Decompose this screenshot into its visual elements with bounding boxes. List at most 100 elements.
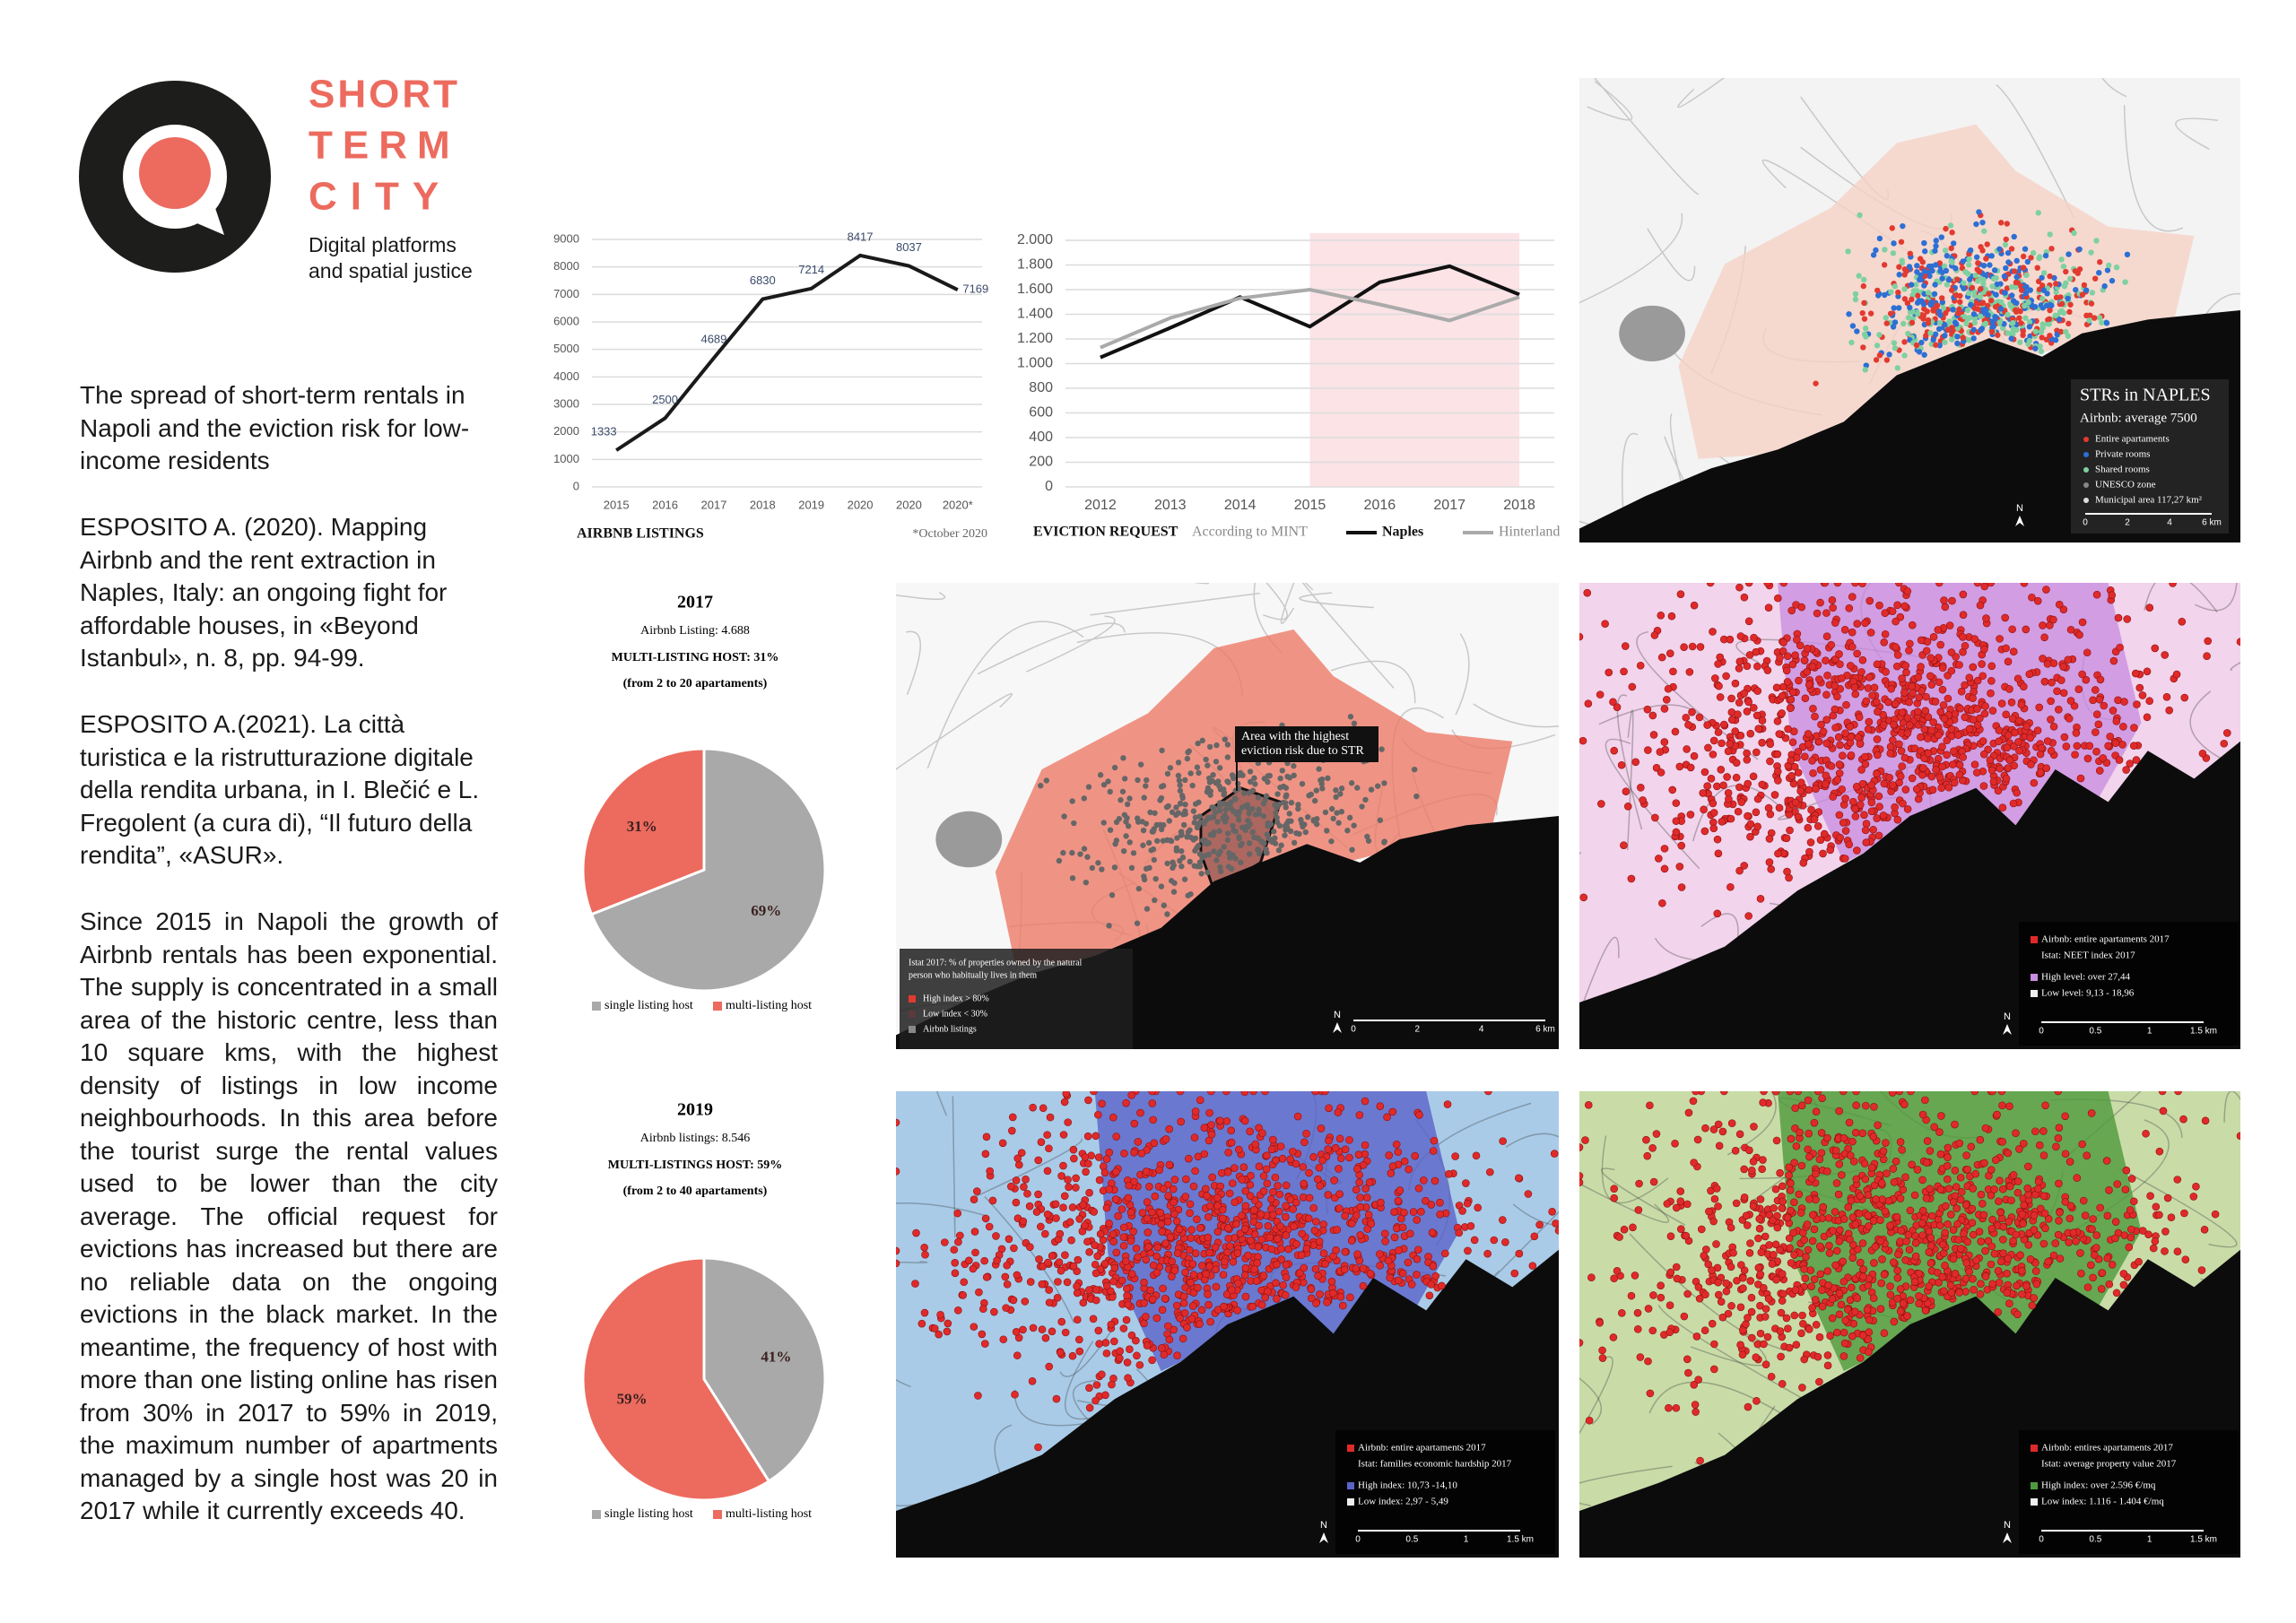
listing-dot xyxy=(1147,809,1153,816)
listing-dot xyxy=(1812,1107,1821,1115)
listing-dot xyxy=(2083,1283,2092,1291)
listing-dot xyxy=(1836,1226,1844,1235)
listing-dot xyxy=(1168,1257,1176,1266)
listing-dot xyxy=(1981,702,1989,710)
listing-dot xyxy=(2003,265,2009,272)
listing-dot xyxy=(1932,766,1940,774)
listing-dot xyxy=(2039,1151,2048,1159)
listing-dot xyxy=(1187,1279,1195,1287)
listing-dot xyxy=(1962,1151,1970,1159)
listing-dot xyxy=(2092,710,2101,719)
listing-dot xyxy=(1213,742,1220,749)
listing-dot xyxy=(1719,720,1728,729)
listing-dot xyxy=(1205,1248,1213,1257)
data-label: 6830 xyxy=(750,273,776,287)
north-arrow xyxy=(1333,1022,1342,1033)
listing-dot xyxy=(1976,268,1983,275)
listing-dot xyxy=(2012,307,2019,314)
listing-dot xyxy=(2145,603,2154,612)
listing-dot xyxy=(1803,1220,1812,1228)
listing-dot xyxy=(1942,339,1948,345)
listing-dot xyxy=(2031,303,2039,310)
listing-dot xyxy=(1765,1241,1773,1249)
listing-dot xyxy=(1926,672,1935,681)
listing-dot xyxy=(1732,759,1741,767)
listing-dot xyxy=(1325,1136,1333,1145)
listing-dot xyxy=(1726,635,1735,644)
listing-dot xyxy=(1869,1294,1878,1303)
listing-dot xyxy=(1903,714,1912,722)
listing-dot xyxy=(1760,1340,1768,1349)
listing-dot xyxy=(1993,274,1999,282)
map-text: Area with the highest xyxy=(1241,730,1349,743)
listing-dot xyxy=(1029,1324,1038,1332)
listing-dot xyxy=(1109,1230,1118,1238)
listing-dot xyxy=(1999,1222,2008,1231)
listing-dot xyxy=(1286,811,1292,817)
listing-dot xyxy=(1146,1286,1155,1295)
listing-dot xyxy=(1822,739,1831,748)
listing-dot xyxy=(1716,653,1725,662)
listing-dot xyxy=(1219,1214,1227,1223)
listing-dot xyxy=(1815,1377,1823,1386)
listing-dot xyxy=(2065,715,2074,723)
listing-dot xyxy=(1584,699,1593,707)
listing-dot xyxy=(1987,689,1995,698)
listing-dot xyxy=(1376,1262,1384,1270)
listing-dot xyxy=(970,1323,978,1331)
map-road xyxy=(1455,633,1470,716)
pie-label: 69% xyxy=(751,902,781,919)
listing-dot xyxy=(2111,1218,2120,1226)
listing-dot xyxy=(1472,1151,1481,1160)
listing-dot xyxy=(1982,320,1989,326)
listing-dot xyxy=(1191,1249,1200,1257)
listing-dot xyxy=(1731,679,1740,688)
x-tick-label: 2020 xyxy=(848,498,874,511)
listing-dot xyxy=(1869,825,1877,834)
listing-dot xyxy=(1691,1401,1700,1409)
listing-dot xyxy=(1995,1279,2004,1287)
listing-dot xyxy=(1934,1268,1942,1277)
listing-dot xyxy=(2004,764,2013,772)
listing-dot xyxy=(1882,247,1888,253)
listing-dot xyxy=(2169,583,2177,587)
listing-dot xyxy=(1106,923,1112,929)
listing-dot xyxy=(1196,859,1204,865)
listing-dot xyxy=(1038,782,1044,789)
listing-dot xyxy=(1705,1207,1713,1216)
legend-label: single listing host xyxy=(604,1507,693,1521)
listing-dot xyxy=(1972,768,1981,777)
listing-dot xyxy=(1196,1224,1205,1232)
listing-dot xyxy=(2112,1289,2121,1298)
map-road xyxy=(935,1091,948,1116)
listing-dot xyxy=(2087,312,2093,318)
listing-dot xyxy=(1892,345,1899,352)
listing-dot xyxy=(2051,1239,2060,1247)
listing-dot xyxy=(1233,1306,1241,1315)
listing-dot xyxy=(2180,693,2189,702)
listing-dot xyxy=(1767,1372,1776,1381)
listing-dot xyxy=(1861,759,1870,768)
listing-dot xyxy=(1777,1308,1786,1317)
listing-dot xyxy=(1133,1351,1141,1360)
listing-dot xyxy=(1085,1248,1093,1256)
listing-dot xyxy=(1994,786,2003,795)
listing-dot xyxy=(1753,794,1762,803)
listing-dot xyxy=(1054,1278,1062,1286)
chart-subtitle: MULTI-LISTING HOST: 31% xyxy=(612,651,779,664)
listing-dot xyxy=(1336,1154,1345,1162)
listing-dot xyxy=(1231,1198,1239,1207)
listing-dot xyxy=(1322,809,1329,816)
listing-dot xyxy=(1874,792,1883,801)
listing-dot xyxy=(1631,1271,1639,1280)
listing-dot xyxy=(2036,286,2043,292)
listing-dot xyxy=(2127,1175,2136,1183)
listing-dot xyxy=(1796,778,1805,787)
y-tick-label: 6000 xyxy=(553,314,579,327)
listing-dot xyxy=(1351,720,1358,727)
listing-dot xyxy=(1835,760,1844,768)
listing-dot xyxy=(1736,731,1745,740)
listing-dot xyxy=(1797,1161,1806,1170)
listing-dot xyxy=(1998,1101,2006,1110)
listing-dot xyxy=(981,1214,990,1223)
